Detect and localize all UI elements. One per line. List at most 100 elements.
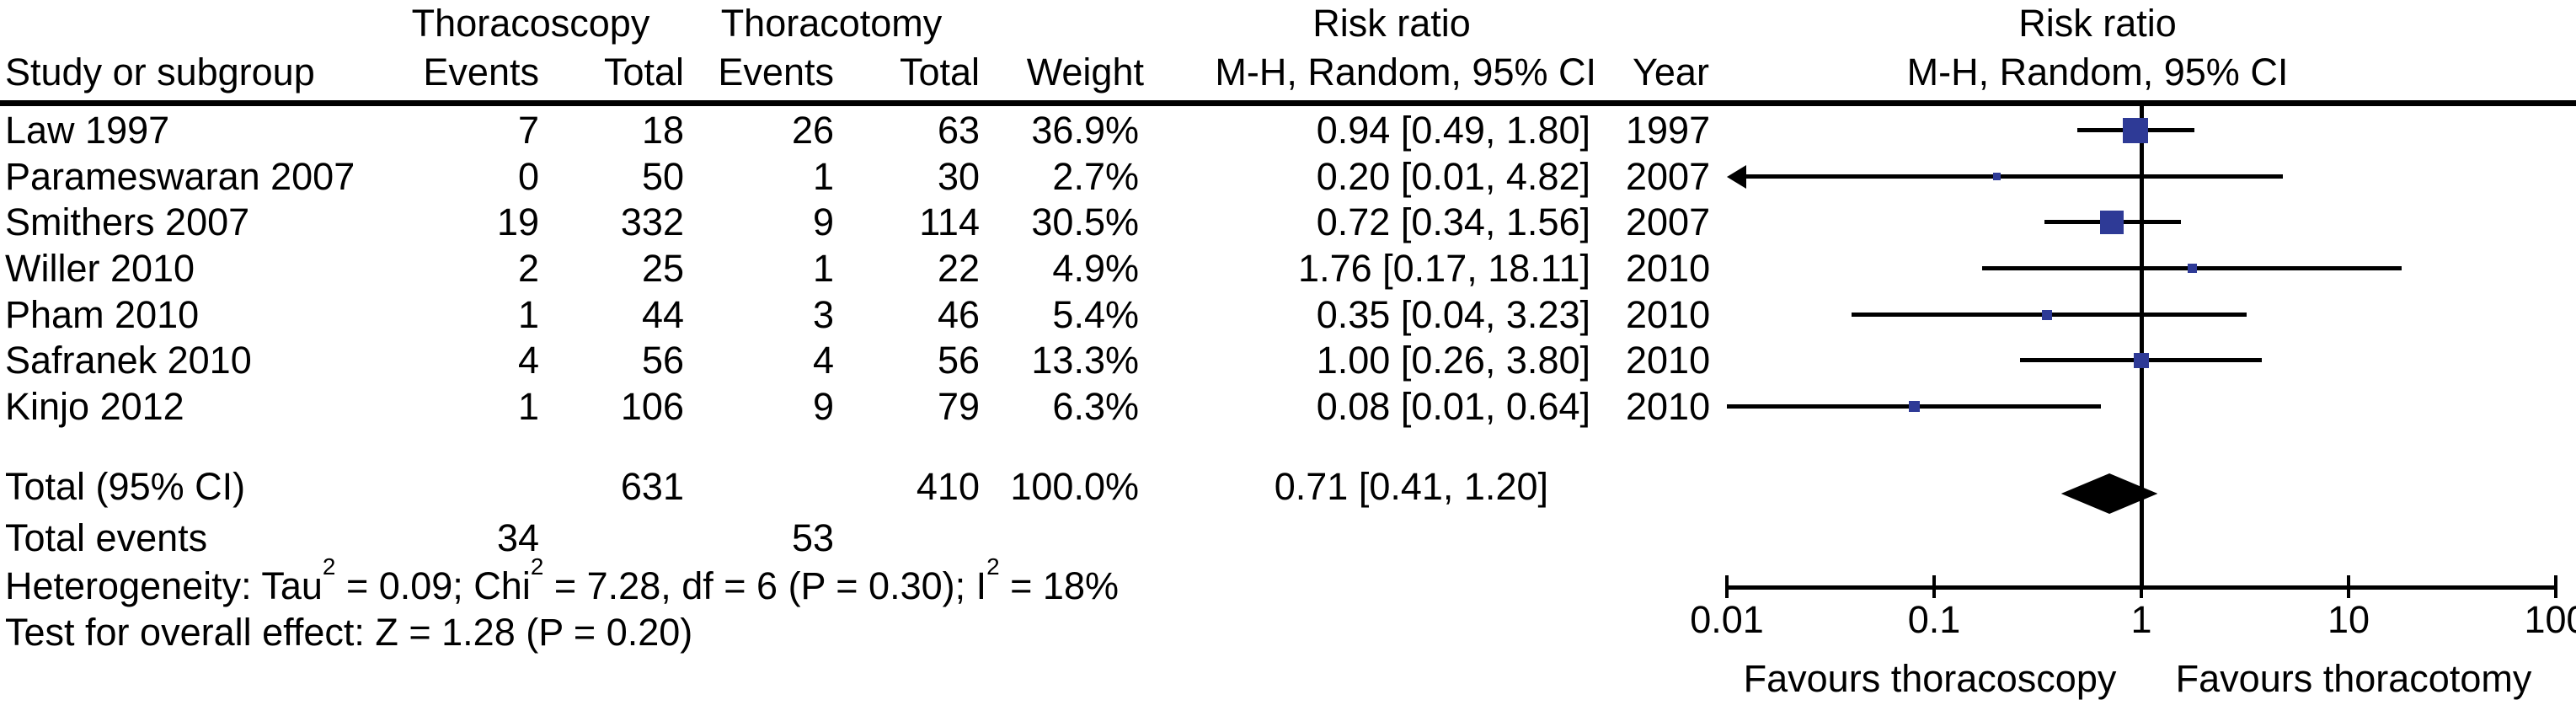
risk-ratio-ci-value: 1.00 [0.26, 3.80]	[1316, 338, 1590, 382]
total-events-row: Total events 34 53	[0, 515, 1724, 561]
events-thoracoscopy-value: 19	[496, 200, 539, 243]
group-header-thoracotomy: Thoracotomy	[720, 2, 943, 45]
year-value: 2007	[1626, 154, 1711, 198]
year-value: 2007	[1626, 200, 1711, 243]
total-events-thoracoscopy: 34	[496, 516, 539, 559]
total-events-thoracotomy: 53	[791, 516, 834, 559]
events-thoracotomy-value: 9	[812, 200, 834, 243]
study-label: Law 1997	[5, 108, 170, 152]
risk-ratio-ci-value: 1.76 [0.17, 18.11]	[1298, 246, 1590, 290]
year-value: 1997	[1626, 108, 1711, 152]
total-thoracotomy-value: 114	[919, 200, 980, 243]
axis-tick	[1725, 575, 1729, 598]
table-row: Law 1997 7 18 26 63 36.9% 0.94 [0.49, 1.…	[0, 107, 1724, 153]
axis-tick-label: 100	[2524, 598, 2576, 641]
total-thoracotomy-value: 22	[937, 246, 980, 290]
total-thoracotomy-sum: 410	[916, 464, 980, 508]
year-value: 2010	[1626, 384, 1711, 428]
axis-tick-label: 10	[2327, 598, 2370, 641]
total-events-label: Total events	[5, 516, 208, 559]
total-thoracoscopy-value: 50	[641, 154, 684, 198]
events-thoracotomy-value: 3	[812, 292, 834, 336]
axis-tick	[2554, 575, 2557, 598]
risk-ratio-ci-value: 0.20 [0.01, 4.82]	[1316, 154, 1590, 198]
group-header-thoracoscopy: Thoracoscopy	[411, 2, 650, 45]
table-row: Willer 2010 2 25 1 22 4.9% 1.76 [0.17, 1…	[0, 245, 1724, 291]
total-thoracoscopy-value: 332	[620, 200, 684, 243]
weight-value: 2.7%	[1052, 154, 1139, 198]
total-thoracoscopy-value: 25	[641, 246, 684, 290]
events-thoracoscopy-value: 4	[517, 338, 539, 382]
column-header-total-thoracotomy: Total	[899, 51, 980, 94]
risk-ratio-ci-value: 0.72 [0.34, 1.56]	[1316, 200, 1590, 243]
favours-right-label: Favours thoracotomy	[2175, 657, 2532, 700]
header-divider-rule	[0, 100, 2576, 106]
column-header-method-text: M-H, Random, 95% CI	[1215, 51, 1596, 94]
reference-line	[2139, 106, 2144, 589]
weight-value: 36.9%	[1031, 108, 1139, 152]
events-thoracotomy-value: 26	[791, 108, 834, 152]
study-label: Parameswaran 2007	[5, 154, 355, 198]
table-row: Safranek 2010 4 56 4 56 13.3% 1.00 [0.26…	[0, 337, 1724, 383]
weight-value: 13.3%	[1031, 338, 1139, 382]
study-label: Smithers 2007	[5, 200, 250, 243]
total-thoracotomy-value: 56	[937, 338, 980, 382]
risk-ratio-ci-value: 0.94 [0.49, 1.80]	[1316, 108, 1590, 152]
weight-value: 6.3%	[1052, 384, 1139, 428]
year-value: 2010	[1626, 338, 1711, 382]
events-thoracotomy-value: 4	[812, 338, 834, 382]
weight-value: 30.5%	[1031, 200, 1139, 243]
weight-value: 4.9%	[1052, 246, 1139, 290]
total-row: Total (95% CI) 631 410 100.0% 0.71 [0.41…	[0, 463, 1724, 510]
table-row: Pham 2010 1 44 3 46 5.4% 0.35 [0.04, 3.2…	[0, 291, 1724, 338]
effect-marker	[1992, 173, 2001, 180]
total-thoracotomy-value: 79	[937, 384, 980, 428]
heterogeneity-row: Heterogeneity: Tau2 = 0.09; Chi2 = 7.28,…	[0, 553, 1724, 611]
ci-left-arrow-icon	[1727, 164, 1746, 189]
study-label: Kinjo 2012	[5, 384, 184, 428]
effect-marker	[2041, 309, 2052, 320]
risk-ratio-ci-value: 0.35 [0.04, 3.23]	[1316, 292, 1590, 336]
column-header-year: Year	[1633, 51, 1709, 94]
overall-effect-row: Test for overall effect: Z = 1.28 (P = 0…	[0, 609, 1724, 655]
total-thoracoscopy-value: 18	[641, 108, 684, 152]
axis-tick-label: 0.1	[1907, 598, 1961, 641]
overall-effect-stats: Test for overall effect: Z = 1.28 (P = 0…	[5, 610, 693, 654]
total-thoracotomy-value: 63	[937, 108, 980, 152]
heterogeneity-stats: Heterogeneity: Tau2 = 0.09; Chi2 = 7.28,…	[5, 553, 1119, 607]
weight-value: 5.4%	[1052, 292, 1139, 336]
axis-tick	[2140, 575, 2143, 598]
total-thoracoscopy-value: 106	[620, 384, 684, 428]
axis-tick-label: 1	[2130, 598, 2152, 641]
total-thoracoscopy-value: 56	[641, 338, 684, 382]
total-weight: 100.0%	[1010, 464, 1139, 508]
total-risk-ratio-ci: 0.71 [0.41, 1.20]	[1274, 464, 1548, 508]
table-row: Parameswaran 2007 0 50 1 30 2.7% 0.20 [0…	[0, 153, 1724, 200]
events-thoracotomy-value: 9	[812, 384, 834, 428]
study-label: Safranek 2010	[5, 338, 252, 382]
axis-tick	[1932, 575, 1936, 598]
study-label: Pham 2010	[5, 292, 200, 336]
column-header-events-thoracoscopy: Events	[423, 51, 539, 94]
effect-marker	[1908, 401, 1920, 412]
effect-marker	[2099, 210, 2124, 234]
favours-left-label: Favours thoracoscopy	[1743, 657, 2117, 700]
events-thoracoscopy-value: 2	[517, 246, 539, 290]
column-header-method-plot: M-H, Random, 95% CI	[1906, 51, 2289, 94]
events-thoracoscopy-value: 0	[517, 154, 539, 198]
effect-marker	[2123, 117, 2149, 143]
risk-ratio-ci-value: 0.08 [0.01, 0.64]	[1316, 384, 1590, 428]
effect-marker	[2134, 352, 2149, 368]
axis-tick-label: 0.01	[1690, 598, 1764, 641]
events-thoracotomy-value: 1	[812, 154, 834, 198]
column-header-weight: Weight	[1026, 51, 1144, 94]
table-row: Smithers 2007 19 332 9 114 30.5% 0.72 [0…	[0, 199, 1724, 245]
year-value: 2010	[1626, 246, 1711, 290]
total-thoracoscopy-sum: 631	[620, 464, 684, 508]
table-row: Kinjo 2012 1 106 9 79 6.3% 0.08 [0.01, 0…	[0, 383, 1724, 430]
total-thoracotomy-value: 30	[937, 154, 980, 198]
events-thoracoscopy-value: 1	[517, 292, 539, 336]
events-thoracotomy-value: 1	[812, 246, 834, 290]
axis-tick	[2347, 575, 2350, 598]
